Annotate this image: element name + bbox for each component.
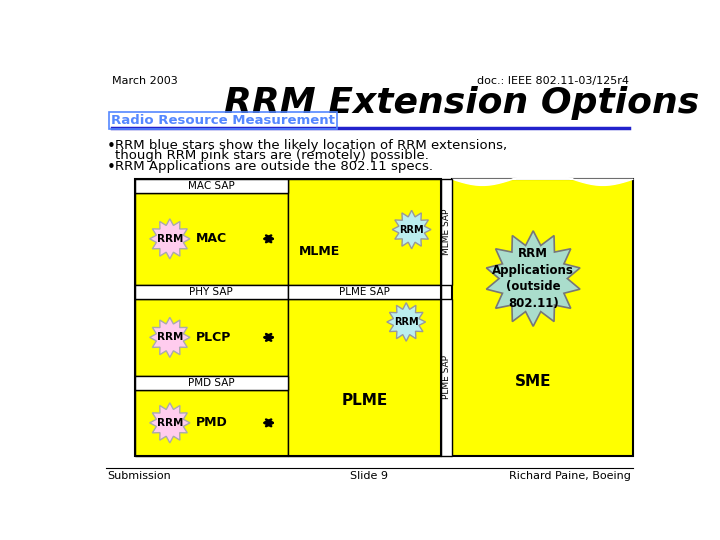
Text: PMD SAP: PMD SAP	[188, 378, 234, 388]
Bar	[287, 299, 441, 456]
Text: RRM: RRM	[394, 317, 418, 327]
Text: •: •	[107, 160, 116, 176]
Text: RRM Extension Options: RRM Extension Options	[225, 86, 700, 120]
Text: RRM
Applications
(outside
802.11): RRM Applications (outside 802.11)	[492, 247, 574, 310]
Text: RRM: RRM	[157, 333, 183, 342]
Text: MAC: MAC	[195, 232, 227, 245]
Polygon shape	[150, 403, 190, 443]
Polygon shape	[392, 210, 431, 249]
Polygon shape	[150, 318, 190, 357]
Text: Richard Paine, Boeing: Richard Paine, Boeing	[509, 471, 631, 481]
Bar	[287, 179, 441, 285]
Text: PHY SAP: PHY SAP	[189, 287, 233, 297]
Bar	[135, 376, 287, 390]
Text: Radio Resource Measurement: Radio Resource Measurement	[112, 114, 336, 127]
Text: PLCP: PLCP	[195, 331, 231, 344]
Text: MLME SAP: MLME SAP	[442, 208, 451, 255]
Bar	[135, 193, 287, 285]
Text: MAC SAP: MAC SAP	[187, 181, 234, 191]
Text: •: •	[107, 139, 116, 154]
Text: RRM: RRM	[400, 225, 424, 234]
Text: PLME SAP: PLME SAP	[442, 355, 451, 400]
Bar	[135, 390, 287, 456]
Bar	[135, 179, 441, 456]
Bar	[441, 179, 452, 285]
Text: March 2003: March 2003	[112, 76, 177, 85]
Text: doc.: IEEE 802.11-03/125r4: doc.: IEEE 802.11-03/125r4	[477, 76, 629, 85]
Bar	[135, 285, 287, 299]
Text: PMD: PMD	[195, 416, 227, 429]
Text: RRM blue stars show the likely location of RRM extensions,: RRM blue stars show the likely location …	[114, 139, 507, 152]
Text: RRM: RRM	[157, 234, 183, 244]
Text: though RRM pink stars are (remotely) possible.: though RRM pink stars are (remotely) pos…	[114, 150, 428, 163]
Text: PLME SAP: PLME SAP	[339, 287, 390, 297]
Bar	[452, 179, 632, 456]
Bar	[441, 299, 452, 456]
Polygon shape	[387, 303, 426, 341]
Text: Submission: Submission	[107, 471, 171, 481]
Text: MLME: MLME	[300, 245, 341, 258]
Bar	[135, 299, 287, 376]
Text: PLME: PLME	[341, 394, 387, 408]
Text: RRM: RRM	[157, 418, 183, 428]
Text: Slide 9: Slide 9	[350, 471, 388, 481]
Text: SME: SME	[515, 374, 552, 389]
Bar	[287, 285, 441, 299]
Text: RRM Applications are outside the 802.11 specs.: RRM Applications are outside the 802.11 …	[114, 160, 433, 173]
Bar	[135, 179, 287, 193]
Polygon shape	[150, 219, 190, 259]
Polygon shape	[486, 231, 580, 326]
